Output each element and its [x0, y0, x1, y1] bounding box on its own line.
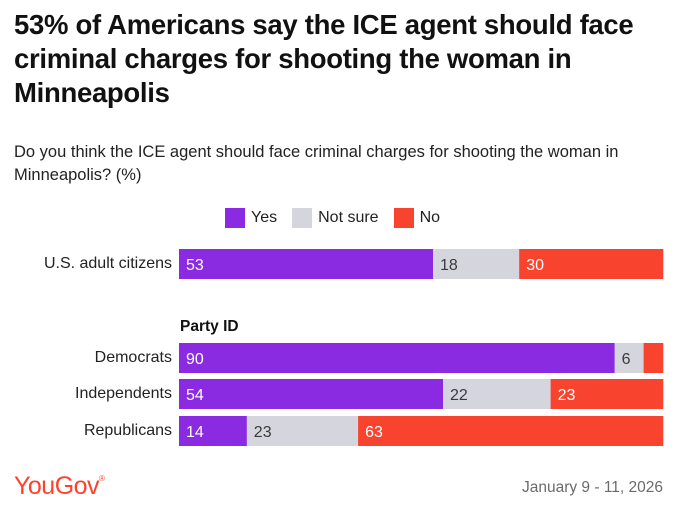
legend-swatch-not-sure	[292, 208, 313, 228]
data-label-republicans-yes: 14	[186, 424, 204, 441]
chart-subtitle: Do you think the ICE agent should face c…	[14, 143, 619, 184]
legend-item-not-sure: Not sure	[292, 208, 379, 228]
data-label-us-adults-yes: 53	[186, 257, 204, 274]
row-label-independents: Independents	[75, 385, 172, 402]
data-label-us-adults-not-sure: 18	[440, 257, 458, 274]
legend-item-no: No	[393, 208, 441, 228]
legend-swatch-yes	[225, 208, 245, 228]
bar-republicans-no	[358, 416, 664, 446]
data-label-independents-yes: 54	[186, 387, 204, 404]
bar-independents-not-sure	[443, 379, 551, 409]
registered-mark: ®	[99, 474, 105, 483]
data-label-us-adults-no: 30	[526, 257, 544, 274]
bar-us-adults-yes	[179, 249, 434, 279]
chart-title: 53% of Americans say the ICE agent shoul…	[14, 9, 634, 108]
row-label-democrats: Democrats	[94, 349, 172, 366]
bar-independents-no	[550, 379, 664, 409]
section-label-party-id: Party ID	[180, 318, 239, 335]
legend-label-yes: Yes	[251, 209, 278, 226]
yougov-logo: YouGov®	[14, 472, 105, 501]
yougov-wordmark: YouGov	[14, 472, 100, 500]
data-label-democrats-not-sure: 6	[622, 351, 631, 368]
legend-swatch-no	[393, 208, 414, 228]
bar-us-adults-no	[519, 249, 664, 279]
legend-label-not-sure: Not sure	[318, 209, 379, 226]
legend-label-no: No	[419, 209, 441, 226]
bar-independents-yes	[179, 379, 444, 409]
row-label-us-adults: U.S. adult citizens	[43, 255, 172, 272]
data-label-republicans-no: 63	[365, 424, 383, 441]
bar-democrats-yes	[179, 343, 615, 373]
data-label-democrats-yes: 90	[186, 351, 204, 368]
bar-us-adults-not-sure	[433, 249, 520, 279]
legend: Yes Not sure No	[225, 207, 455, 229]
bar-republicans-yes	[179, 416, 248, 446]
row-label-republicans: Republicans	[83, 422, 172, 439]
data-label-independents-no: 23	[558, 387, 576, 404]
data-label-independents-not-sure: 22	[450, 387, 468, 404]
data-label-republicans-not-sure: 23	[254, 424, 272, 441]
legend-item-yes: Yes	[225, 208, 277, 228]
bar-republicans-not-sure	[246, 416, 359, 446]
survey-date: January 9 - 11, 2026	[521, 479, 663, 496]
bar-democrats-not-sure	[614, 343, 644, 373]
bar-democrats-no	[643, 343, 664, 373]
